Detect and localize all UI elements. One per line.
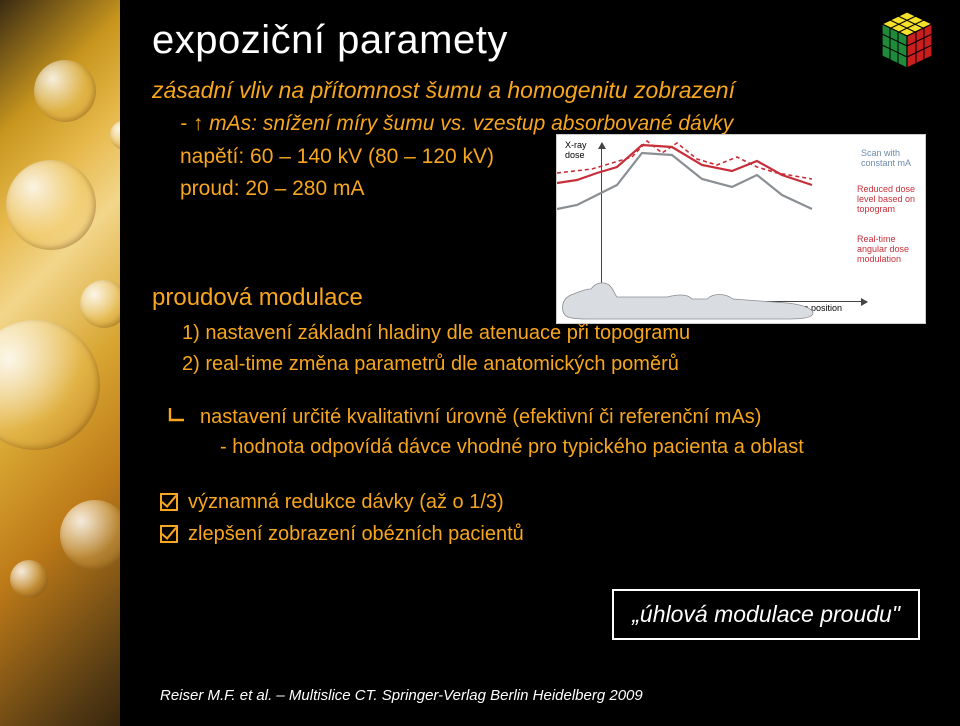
quote-box: „úhlová modulace proudu" (612, 589, 920, 640)
check-item-2: zlepšení zobrazení obézních pacientů (160, 518, 924, 550)
arrow-text-1: nastavení určité kvalitativní úrovně (ef… (200, 402, 804, 432)
checkbox-icon (160, 525, 178, 543)
check-item-1: významná redukce dávky (až o 1/3) (160, 486, 924, 518)
arrow-text-2: - hodnota odpovídá dávce vhodné pro typi… (220, 432, 804, 462)
chart-reduced-label: Reduced dose level based on topogram (857, 185, 919, 215)
arrow-bullet: nastavení určité kvalitativní úrovně (ef… (166, 402, 924, 462)
arrow-icon (166, 406, 196, 428)
numbered-item-2: 2) real-time změna parametrů dle anatomi… (182, 349, 924, 380)
rubiks-cube-icon (876, 10, 938, 72)
dose-curves (557, 135, 817, 245)
dose-modulation-chart: X-ray dose Scan with constant mA Reduced… (556, 134, 926, 324)
chart-realtime-label: Real-time angular dose modulation (857, 235, 919, 265)
slide-title: expoziční paramety (152, 18, 924, 63)
citation: Reiser M.F. et al. – Multislice CT. Spri… (160, 687, 643, 704)
chart-scan-label: Scan with constant mA (861, 149, 919, 169)
patient-body-icon (557, 275, 817, 323)
slide-body: expoziční paramety zásadní vliv na příto… (120, 0, 960, 726)
checkbox-icon (160, 493, 178, 511)
subtitle: zásadní vliv na přítomnost šumu a homoge… (152, 77, 924, 104)
